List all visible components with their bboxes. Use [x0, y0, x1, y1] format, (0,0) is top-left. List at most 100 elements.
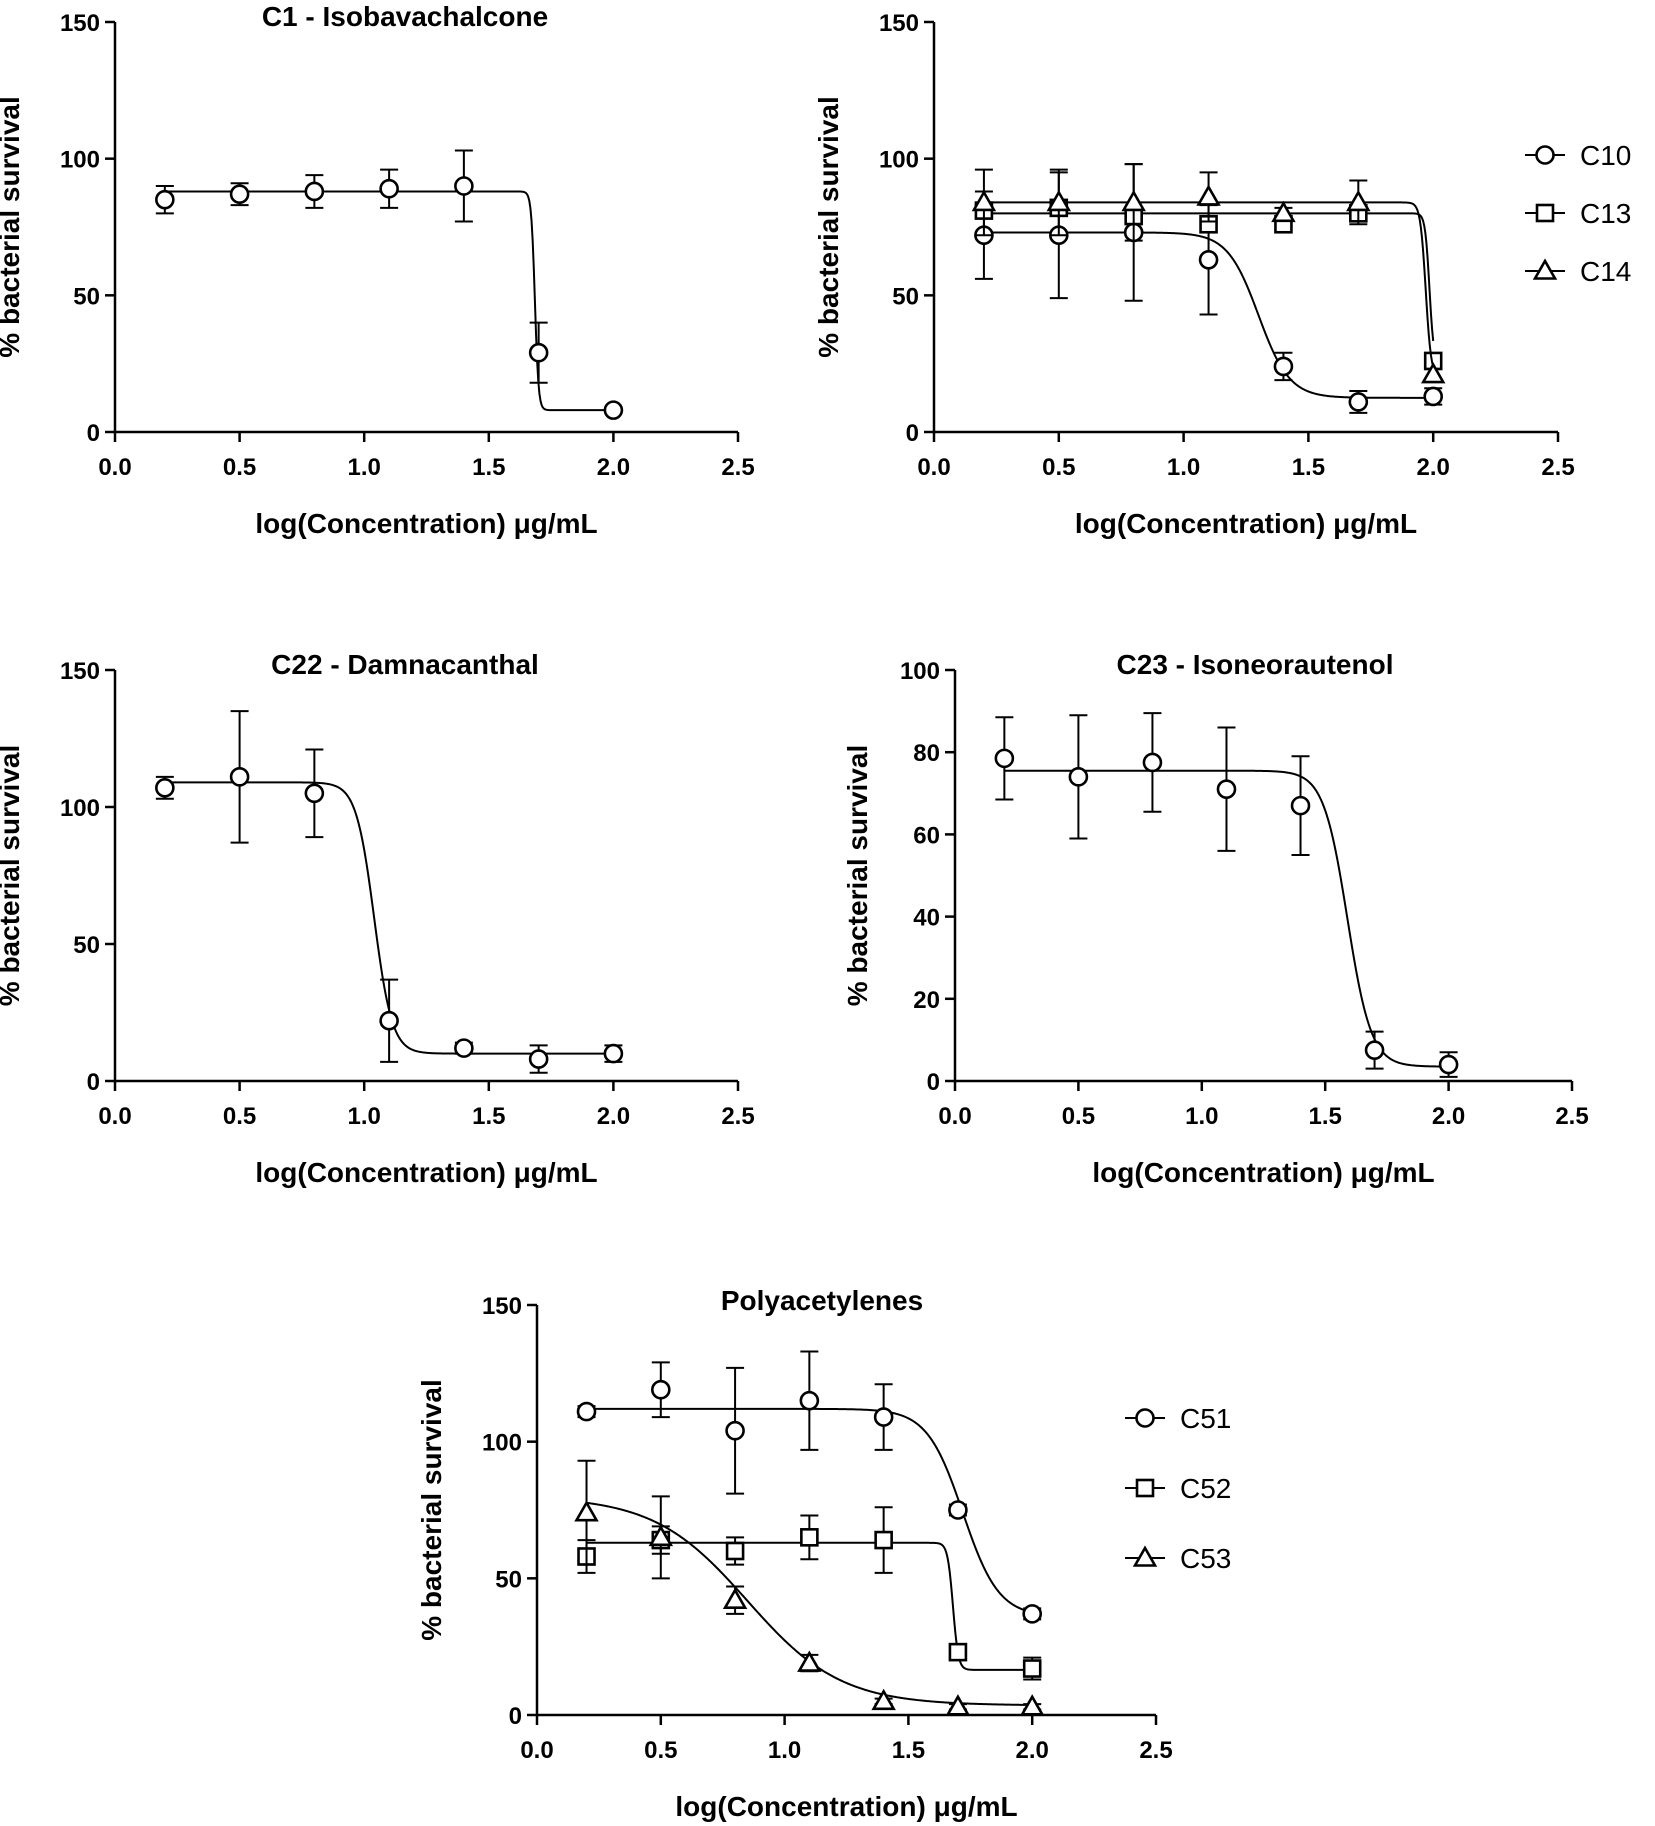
data-point-C22 [304, 783, 325, 804]
data-point-C1 [304, 181, 325, 202]
x-axis-label: log(Concentration) μg/mL [255, 1157, 597, 1188]
y-axis-label: % bacterial survival [0, 96, 25, 357]
legend-marker-C10 [1535, 145, 1555, 165]
data-point-C52 [874, 1530, 893, 1550]
data-point-C51 [1022, 1604, 1042, 1624]
legend-marker-C53 [1132, 1545, 1158, 1567]
data-point-C14 [1046, 189, 1072, 212]
y-axis-label: % bacterial survival [0, 745, 25, 1006]
legend-marker-C14 [1532, 258, 1558, 280]
y-tick-label: 100 [900, 658, 940, 685]
y-tick-label: 0 [906, 420, 919, 447]
y-tick-label: 50 [495, 1566, 522, 1593]
x-axis-label: log(Concentration) μg/mL [1075, 508, 1417, 539]
series-C1 [155, 149, 624, 420]
y-tick-label: 150 [60, 658, 100, 685]
x-tick-label: 0.0 [917, 454, 950, 481]
series-C14 [971, 163, 1446, 384]
data-point-C23 [1142, 752, 1163, 773]
y-axis-label: % bacterial survival [842, 745, 873, 1006]
x-tick-label: 1.5 [472, 454, 505, 481]
chart-title: C22 - Damnacanthal [271, 649, 539, 680]
data-point-C22 [379, 1010, 399, 1031]
legend-label: C10 [1580, 140, 1631, 171]
y-tick-label: 100 [879, 147, 919, 174]
x-tick-label: 0.0 [98, 454, 131, 481]
x-tick-label: 2.5 [721, 1103, 754, 1130]
y-tick-label: 150 [60, 10, 100, 37]
y-tick-label: 100 [60, 795, 100, 822]
x-tick-label: 2.0 [597, 454, 630, 481]
data-point-C53 [871, 1688, 896, 1711]
x-tick-label: 1.5 [1292, 454, 1325, 481]
data-point-C22 [603, 1043, 624, 1064]
data-point-C23 [1364, 1040, 1385, 1060]
x-tick-label: 1.0 [348, 1103, 381, 1130]
x-tick-label: 2.0 [597, 1103, 630, 1130]
y-tick-label: 50 [73, 283, 100, 310]
y-tick-label: 100 [482, 1430, 522, 1457]
data-point-C1 [454, 176, 474, 196]
chart-panel-3: 0 50 100 150 0.0 0.5 1.0 1.5 2.0 2.5 log(Concentra… [0, 649, 755, 1188]
data-point-C14 [1121, 189, 1146, 212]
y-tick-label: 50 [892, 283, 919, 310]
data-point-C52 [1022, 1659, 1042, 1678]
data-point-C51 [650, 1379, 671, 1400]
data-point-C14 [1196, 184, 1221, 206]
chart-title: C23 - Isoneorautenol [1117, 649, 1394, 680]
y-tick-label: 0 [87, 420, 100, 447]
y-tick-label: 0 [509, 1703, 522, 1730]
y-tick-label: 150 [482, 1293, 522, 1320]
x-tick-label: 1.0 [1167, 454, 1200, 481]
x-tick-label: 1.0 [348, 454, 381, 481]
x-tick-label: 0.5 [223, 1103, 256, 1130]
data-point-C52 [948, 1642, 968, 1662]
data-point-C1 [603, 400, 624, 420]
data-point-C51 [873, 1407, 894, 1427]
chart-title: C1 - Isobavachalcone [262, 1, 548, 32]
y-tick-label: 20 [913, 987, 940, 1014]
data-point-C53 [945, 1694, 971, 1716]
chart-title: Polyacetylenes [721, 1285, 923, 1316]
x-tick-label: 0.5 [644, 1737, 677, 1764]
data-point-C53 [648, 1524, 674, 1547]
chart-panel-4: 0 20 40 60 80 100 0.0 0.5 1.0 1.5 2.0 2.5 log(Concen… [842, 649, 1589, 1188]
data-point-C1 [379, 178, 399, 199]
legend: C10 C13 C14 [1525, 140, 1631, 287]
legend-label: C13 [1580, 198, 1631, 229]
x-tick-label: 0.0 [520, 1737, 553, 1764]
x-tick-label: 0.5 [1062, 1103, 1095, 1130]
data-point-C51 [576, 1401, 597, 1422]
data-point-C10 [1273, 356, 1294, 377]
legend-label: C14 [1580, 256, 1631, 287]
x-tick-label: 1.5 [892, 1737, 925, 1764]
data-point-C52 [725, 1541, 745, 1561]
data-point-C53 [797, 1650, 822, 1672]
data-point-C14 [971, 189, 997, 212]
y-axis-label: % bacterial survival [416, 1379, 447, 1640]
x-tick-label: 2.5 [1555, 1103, 1588, 1130]
x-tick-label: 2.0 [1016, 1737, 1049, 1764]
x-tick-label: 2.0 [1417, 454, 1450, 481]
x-tick-label: 2.5 [721, 454, 754, 481]
x-tick-label: 1.5 [472, 1103, 505, 1130]
data-point-C23 [1290, 795, 1311, 816]
series-C23 [994, 712, 1459, 1078]
data-point-C53 [1019, 1694, 1045, 1716]
y-axis-label: % bacterial survival [813, 96, 844, 357]
data-point-C10 [1348, 392, 1369, 412]
legend-label: C53 [1180, 1543, 1231, 1574]
legend-marker-C51 [1135, 1408, 1155, 1428]
chart-panel-5: 0 50 100 150 0.0 0.5 1.0 1.5 2.0 2.5 log(Concentra… [416, 1285, 1231, 1822]
y-tick-label: 0 [87, 1069, 100, 1096]
data-point-C14 [1346, 189, 1371, 212]
series-C53 [574, 1459, 1045, 1716]
data-point-C23 [994, 748, 1015, 769]
x-axis-label: log(Concentration) μg/mL [1092, 1157, 1434, 1188]
data-point-C22 [155, 778, 175, 798]
data-point-C23 [1068, 767, 1089, 787]
x-tick-label: 2.5 [1541, 454, 1574, 481]
x-tick-label: 0.0 [938, 1103, 971, 1130]
x-tick-label: 0.5 [1042, 454, 1075, 481]
